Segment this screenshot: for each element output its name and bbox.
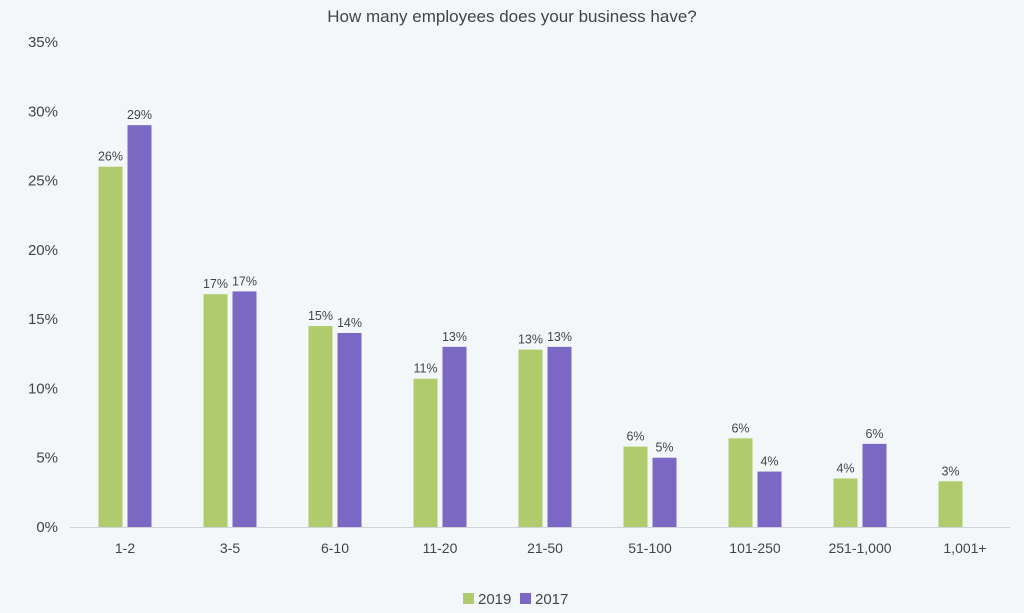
bar-2019 bbox=[203, 294, 228, 527]
data-label: 3% bbox=[941, 464, 959, 478]
bar-2019 bbox=[518, 349, 543, 527]
y-tick-label: 5% bbox=[36, 450, 58, 467]
legend-swatch-2017 bbox=[520, 593, 531, 604]
data-label: 13% bbox=[547, 330, 572, 344]
x-tick-label: 101-250 bbox=[729, 540, 781, 556]
data-label: 6% bbox=[731, 421, 749, 435]
x-tick-label: 251-1,000 bbox=[828, 540, 891, 556]
data-label: 29% bbox=[127, 108, 152, 122]
chart-title: How many employees does your business ha… bbox=[327, 7, 696, 26]
data-label: 13% bbox=[442, 330, 467, 344]
x-tick-label: 51-100 bbox=[628, 540, 672, 556]
y-axis: 0% 5% 10% 15% 20% 25% 30% 35% bbox=[28, 34, 1010, 536]
bar-2019 bbox=[623, 446, 648, 527]
bar-2019 bbox=[98, 166, 123, 527]
y-tick-label: 30% bbox=[28, 103, 58, 120]
data-label: 17% bbox=[203, 277, 228, 291]
bar-2019 bbox=[833, 478, 858, 527]
bar-2019 bbox=[413, 378, 438, 527]
x-tick-label: 1-2 bbox=[115, 540, 135, 556]
bar-2017 bbox=[442, 346, 467, 527]
data-label: 14% bbox=[337, 316, 362, 330]
bars: 26% 29% 17% 17% 15% 14% 11% 13% 13% 13% 6% 5% 6% 4% 4%… bbox=[98, 108, 963, 528]
bar-2019 bbox=[728, 438, 753, 527]
y-tick-label: 10% bbox=[28, 380, 58, 397]
data-label: 6% bbox=[626, 430, 644, 444]
x-tick-label: 11-20 bbox=[423, 540, 458, 556]
bar-2017 bbox=[127, 125, 152, 528]
legend-label: 2019 bbox=[478, 591, 511, 608]
x-axis: 1-2 3-5 6-10 11-20 21-50 51-100 101-250 251-1,0… bbox=[115, 540, 987, 556]
data-label: 15% bbox=[308, 309, 333, 323]
y-tick-label: 25% bbox=[28, 173, 58, 190]
x-tick-label: 1,001+ bbox=[943, 540, 986, 556]
x-tick-label: 3-5 bbox=[220, 540, 240, 556]
data-label: 5% bbox=[655, 441, 673, 455]
legend: 2019 2017 bbox=[463, 591, 568, 608]
legend-label: 2017 bbox=[535, 591, 568, 608]
data-label: 17% bbox=[232, 274, 257, 288]
bar-2017 bbox=[337, 333, 362, 527]
bar-2017 bbox=[547, 346, 572, 527]
bar-2019 bbox=[938, 481, 963, 527]
x-tick-label: 6-10 bbox=[321, 540, 349, 556]
x-tick-label: 21-50 bbox=[527, 540, 563, 556]
data-label: 13% bbox=[518, 333, 543, 347]
bar-2017 bbox=[232, 291, 257, 527]
data-label: 26% bbox=[98, 150, 123, 164]
y-tick-label: 35% bbox=[28, 34, 58, 51]
data-label: 4% bbox=[836, 462, 854, 476]
y-tick-label: 15% bbox=[28, 311, 58, 328]
data-label: 4% bbox=[760, 455, 778, 469]
data-label: 11% bbox=[413, 362, 437, 376]
bar-2019 bbox=[308, 326, 333, 527]
bar-2017 bbox=[862, 443, 887, 527]
bar-2017 bbox=[652, 457, 677, 527]
y-tick-label: 20% bbox=[28, 242, 58, 259]
bar-2017 bbox=[757, 471, 782, 527]
y-tick-label: 0% bbox=[36, 519, 58, 536]
legend-swatch-2019 bbox=[463, 593, 474, 604]
data-label: 6% bbox=[865, 427, 883, 441]
